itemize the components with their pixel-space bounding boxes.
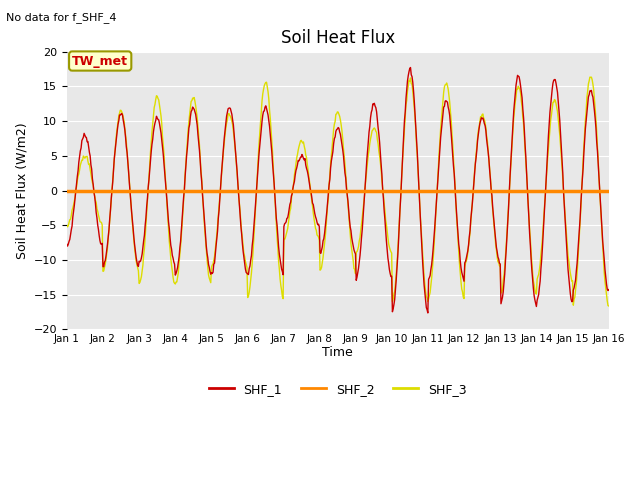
Text: TW_met: TW_met (72, 55, 128, 68)
Text: No data for f_SHF_4: No data for f_SHF_4 (6, 12, 117, 23)
Title: Soil Heat Flux: Soil Heat Flux (280, 29, 395, 48)
Legend: SHF_1, SHF_2, SHF_3: SHF_1, SHF_2, SHF_3 (204, 378, 472, 401)
Y-axis label: Soil Heat Flux (W/m2): Soil Heat Flux (W/m2) (15, 122, 28, 259)
X-axis label: Time: Time (323, 346, 353, 359)
